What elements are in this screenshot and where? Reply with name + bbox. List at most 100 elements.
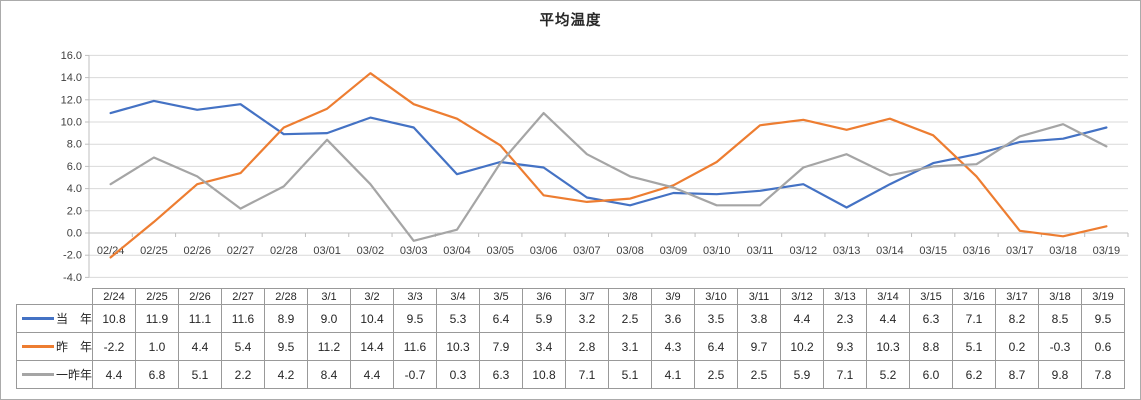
x-axis-label: 03/11 [747, 245, 774, 257]
table-value-cell: 3.1 [609, 333, 652, 361]
table-value-cell: 0.3 [437, 361, 480, 389]
table-value-cell: 9.0 [308, 305, 351, 333]
table-value-cell: 3.2 [566, 305, 609, 333]
legend-cell-series-1: 昨 年 [16, 333, 93, 361]
table-value-cell: 7.1 [953, 305, 996, 333]
y-axis-label: 0.0 [67, 228, 82, 240]
table-value-cell: 8.2 [996, 305, 1039, 333]
x-axis-label: 03/14 [876, 245, 904, 257]
legend-line-swatch [22, 317, 54, 320]
table-value-cell: 11.9 [136, 305, 179, 333]
table-value-cell: 7.8 [1082, 361, 1125, 389]
table-header-cell: 3/2 [351, 288, 394, 305]
table-header-cell: 3/19 [1082, 288, 1125, 305]
x-axis-label: 03/04 [443, 245, 471, 257]
table-value-cell: 5.9 [523, 305, 566, 333]
table-value-cell: 5.1 [953, 333, 996, 361]
table-value-cell: 3.8 [738, 305, 781, 333]
series-line-0 [109, 99, 1108, 209]
table-value-cell: 6.2 [953, 361, 996, 389]
table-value-cell: 11.2 [308, 333, 351, 361]
table-value-cell: 7.1 [566, 361, 609, 389]
y-axis-label: 8.0 [67, 139, 82, 151]
table-value-cell: 3.4 [523, 333, 566, 361]
x-axis-label: 02/26 [183, 245, 211, 257]
table-header-cell: 2/27 [222, 288, 265, 305]
table-header-cell: 3/13 [824, 288, 867, 305]
table-value-cell: 2.3 [824, 305, 867, 333]
table-value-cell: 2.5 [738, 361, 781, 389]
table-value-cell: 5.2 [867, 361, 910, 389]
table-value-cell: 8.5 [1039, 305, 1082, 333]
table-header-cell: 2/26 [179, 288, 222, 305]
table-value-cell: 4.4 [351, 361, 394, 389]
table-value-cell: 10.8 [93, 305, 136, 333]
table-value-cell: 9.5 [394, 305, 437, 333]
x-axis-label: 02/27 [227, 245, 255, 257]
table-header-cell: 3/10 [695, 288, 738, 305]
table-value-cell: 11.1 [179, 305, 222, 333]
table-header-cell: 3/6 [523, 288, 566, 305]
chart-title: 平均温度 [539, 13, 602, 29]
y-axis-label: 2.0 [67, 205, 82, 217]
table-value-cell: 5.3 [437, 305, 480, 333]
y-axis-label: -2.0 [63, 250, 82, 262]
table-header-cell: 3/15 [910, 288, 953, 305]
table-value-cell: 3.5 [695, 305, 738, 333]
series-line-2 [109, 111, 1108, 242]
table-value-cell: 2.2 [222, 361, 265, 389]
table-value-cell: 5.1 [609, 361, 652, 389]
table-header-cell: 2/25 [136, 288, 179, 305]
table-header-cell: 3/3 [394, 288, 437, 305]
legend-series-name: 当 年 [56, 312, 93, 326]
table-corner-cell [16, 288, 93, 305]
legend-line-swatch [22, 373, 54, 376]
x-axis-label: 03/15 [919, 245, 947, 257]
y-axis-label: 16.0 [61, 50, 82, 62]
table-header-cell: 3/17 [996, 288, 1039, 305]
y-axis-label: 14.0 [61, 72, 82, 84]
table-value-cell: 14.4 [351, 333, 394, 361]
table-header-cell: 3/12 [781, 288, 824, 305]
chart-data-table: 2/24 2/25 2/26 2/27 2/28 3/1 3/2 3/3 3/4 3/5 3/6 3/… [16, 288, 1125, 389]
x-axis-label: 02/28 [270, 245, 298, 257]
table-value-cell: 8.9 [265, 305, 308, 333]
x-axis-label: 02/24 [97, 245, 125, 257]
table-value-cell: 3.6 [652, 305, 695, 333]
table-value-cell: 10.4 [351, 305, 394, 333]
x-axis-label: 02/25 [140, 245, 168, 257]
x-axis-label: 03/16 [963, 245, 991, 257]
x-axis-label: 03/02 [357, 245, 385, 257]
table-value-cell: 0.2 [996, 333, 1039, 361]
table-value-cell: 6.4 [695, 333, 738, 361]
x-axis-label: 03/01 [313, 245, 341, 257]
x-axis-label: 03/18 [1049, 245, 1077, 257]
table-value-cell: -0.3 [1039, 333, 1082, 361]
table-value-cell: -2.2 [93, 333, 136, 361]
table-value-cell: 8.4 [308, 361, 351, 389]
legend-line-swatch [22, 345, 54, 348]
table-value-cell: 5.4 [222, 333, 265, 361]
table-header-cell: 2/28 [265, 288, 308, 305]
x-axis-label: 03/13 [833, 245, 861, 257]
table-value-cell: 11.6 [222, 305, 265, 333]
table-header-cell: 2/24 [93, 288, 136, 305]
table-value-cell: 8.7 [996, 361, 1039, 389]
legend-series-name: 一昨年 [56, 368, 93, 382]
table-value-cell: 6.3 [480, 361, 523, 389]
table-header-cell: 3/8 [609, 288, 652, 305]
y-axis-label: 12.0 [61, 94, 82, 106]
table-header-cell: 3/5 [480, 288, 523, 305]
legend-cell-series-2: 一昨年 [16, 361, 93, 389]
table-value-cell: 0.6 [1082, 333, 1125, 361]
table-value-cell: 11.6 [394, 333, 437, 361]
table-value-cell: 7.9 [480, 333, 523, 361]
table-value-cell: 4.3 [652, 333, 695, 361]
x-axis-label: 03/08 [616, 245, 644, 257]
x-axis-label: 03/10 [703, 245, 731, 257]
table-value-cell: -0.7 [394, 361, 437, 389]
legend-cell-series-0: 当 年 [16, 305, 93, 333]
table-value-cell: 2.5 [695, 361, 738, 389]
table-header-cell: 3/14 [867, 288, 910, 305]
